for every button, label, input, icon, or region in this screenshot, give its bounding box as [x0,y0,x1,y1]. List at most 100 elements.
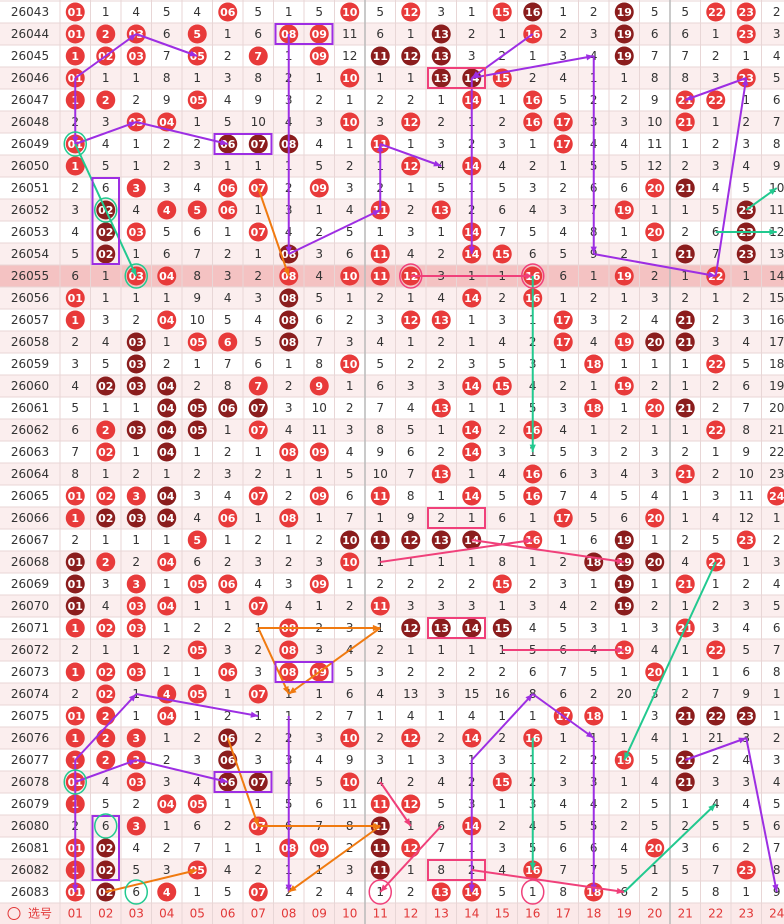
drawn-number-ball [614,200,634,220]
miss-count: 2 [559,753,567,767]
select-number[interactable]: 22 [708,907,723,921]
drawn-number-ball [736,24,756,44]
select-number[interactable]: 11 [373,907,388,921]
miss-count: 3 [590,621,598,635]
miss-count: 1 [590,269,598,283]
select-number[interactable]: 24 [769,907,784,921]
arrow-head [282,686,289,694]
select-number[interactable]: 09 [312,907,327,921]
drawn-number: 03 [129,226,144,239]
select-number[interactable]: 07 [251,907,266,921]
drawn-number-ball [340,68,360,88]
select-number[interactable]: 02 [98,907,113,921]
drawn-number-ball [126,376,146,396]
select-number[interactable]: 17 [556,907,571,921]
miss-count: 2 [559,27,567,41]
miss-count: 6 [620,511,628,525]
select-number[interactable]: 19 [617,907,632,921]
select-number[interactable]: 20 [647,907,662,921]
drawn-number-ball [736,244,756,264]
drawn-number: 19 [617,6,632,19]
miss-count: 5 [498,181,506,195]
drawn-number-ball [126,508,146,528]
miss-count: 6 [254,357,262,371]
miss-count: 2 [712,313,720,327]
miss-count: 1 [712,27,720,41]
miss-count: 5 [773,71,781,85]
drawn-number-ball [157,596,177,616]
issue-number: 26050 [11,159,49,173]
issue-number: 26081 [11,841,49,855]
orange-trend-line [105,869,198,893]
drawn-number: 04 [159,798,175,811]
row-bg [0,595,784,617]
drawn-number-ball [492,244,512,264]
select-number[interactable]: 05 [190,907,205,921]
select-number[interactable]: 08 [281,907,296,921]
miss-count: 5 [712,533,720,547]
drawn-number: 02 [98,380,113,393]
miss-count: 6 [590,533,598,547]
select-number[interactable]: 18 [586,907,601,921]
miss-count: 5 [437,181,445,195]
miss-count: 2 [559,181,567,195]
miss-count: 5 [315,159,323,173]
drawn-number: 22 [708,710,723,723]
miss-count: 1 [681,357,689,371]
drawn-number-ball [645,398,665,418]
miss-count: 1 [742,49,750,63]
select-number[interactable]: 12 [403,907,418,921]
drawn-number: 07 [251,226,266,239]
drawn-number-ball [279,640,299,660]
miss-count: 1 [132,159,140,173]
drawn-number-ball [492,376,512,396]
miss-count: 1 [193,445,201,459]
select-radio[interactable] [7,907,21,920]
miss-count: 7 [315,335,323,349]
select-number[interactable]: 04 [159,907,174,921]
drawn-number-ball [157,442,177,462]
miss-count: 3 [71,357,79,371]
drawn-number-ball [218,332,238,352]
miss-count: 3 [163,863,171,877]
miss-count: 4 [651,313,659,327]
drawn-number: 5 [193,204,201,217]
miss-count: 1 [132,533,140,547]
drawn-number: 5 [193,28,201,41]
miss-count: 3 [498,445,506,459]
drawn-number-ball [675,706,695,726]
select-number[interactable]: 03 [129,907,144,921]
select-number[interactable]: 14 [464,907,479,921]
miss-count: 1 [132,137,140,151]
miss-count: 11 [647,137,662,151]
select-number[interactable]: 23 [739,907,754,921]
select-number[interactable]: 21 [678,907,693,921]
miss-count: 3 [193,159,201,173]
select-number[interactable]: 01 [68,907,83,921]
miss-count: 1 [590,379,598,393]
select-number[interactable]: 16 [525,907,540,921]
miss-count: 2 [620,797,628,811]
drawn-number: 14 [464,380,480,393]
miss-count: 1 [193,885,201,899]
purple-trend-line [684,737,747,761]
arrow-head [616,887,625,895]
select-number[interactable]: 15 [495,907,510,921]
issue-number: 26080 [11,819,49,833]
miss-count: 1 [315,71,323,85]
arrow-head [372,822,381,830]
select-number[interactable]: 06 [220,907,235,921]
drawn-number: 01 [68,886,83,899]
miss-count: 5 [163,5,171,19]
miss-count: 1 [651,577,659,591]
miss-count: 3 [498,137,506,151]
drawn-number: 10 [342,776,358,789]
select-number[interactable]: 13 [434,907,449,921]
drawn-number: 08 [281,644,296,657]
miss-count: 4 [407,247,415,261]
select-number[interactable]: 10 [342,907,357,921]
miss-count: 2 [376,577,384,591]
drawn-number: 16 [525,864,541,877]
miss-count: 3 [742,775,750,789]
miss-count: 9 [346,753,354,767]
